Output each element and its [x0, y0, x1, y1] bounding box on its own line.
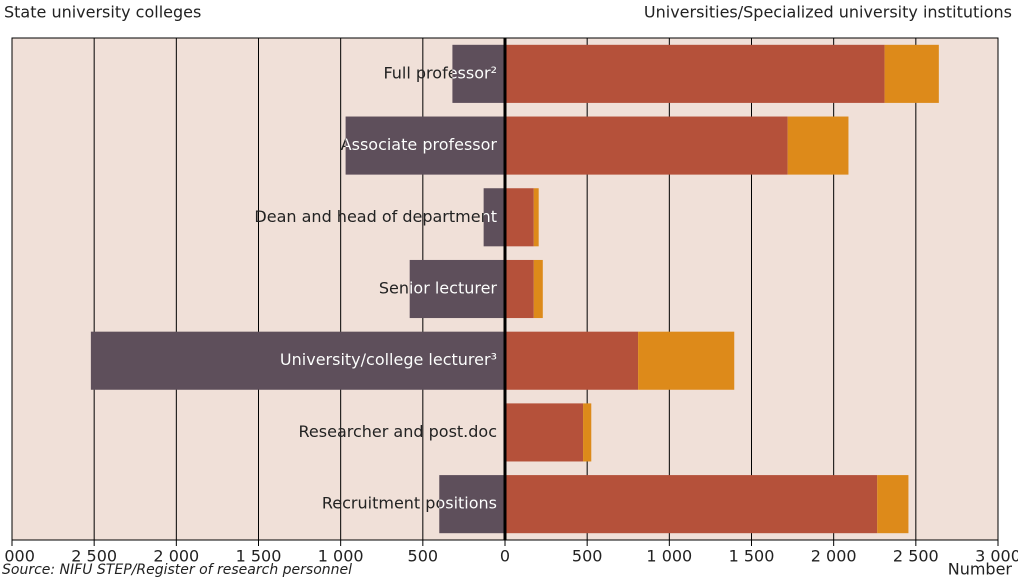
- x-axis-label: Number: [948, 560, 1013, 579]
- category-label-overlay: University/college lecturer³: [280, 350, 497, 369]
- category-label: University/college lecturer³: [280, 350, 497, 369]
- category-label: Associate professor: [341, 135, 498, 154]
- x-tick-label: 0: [500, 547, 510, 566]
- x-tick-label: 1 500: [729, 547, 775, 566]
- source: Source: NIFU STEP/Register of research p…: [2, 562, 352, 578]
- x-tick-label: 3 000: [975, 547, 1018, 566]
- category-label-overlay: Associate professor: [341, 135, 498, 154]
- bar: [505, 403, 584, 462]
- x-tick-label: 500: [408, 547, 439, 566]
- x-tick-label: 2 000: [153, 547, 199, 566]
- category-label: Senior lecturer: [379, 279, 498, 298]
- bar: [452, 44, 505, 103]
- x-tick-label: 2 500: [893, 547, 939, 566]
- bar: [505, 44, 885, 103]
- bar: [787, 116, 849, 175]
- category-label: Dean and head of department: [254, 207, 497, 226]
- category-label-overlay: Full professor²: [383, 63, 497, 82]
- bar: [877, 475, 909, 534]
- x-tick-label: 1 000: [646, 547, 692, 566]
- x-tick-label: 1 500: [236, 547, 282, 566]
- bar: [505, 259, 534, 319]
- category-label-overlay: Senior lecturer: [379, 279, 498, 298]
- bar: [505, 188, 534, 247]
- x-tick-label: 3 000: [0, 547, 35, 566]
- bar: [505, 331, 639, 390]
- bar: [884, 44, 939, 103]
- right-title: Universities/Specialized university inst…: [644, 3, 1012, 22]
- bar: [505, 475, 878, 534]
- bar: [409, 259, 505, 319]
- bar: [90, 331, 505, 390]
- x-tick-label: 500: [572, 547, 603, 566]
- category-label-overlay: Dean and head of department: [254, 207, 497, 226]
- category-label: Researcher and post.doc: [299, 422, 497, 441]
- bar: [583, 403, 592, 462]
- left-title: State university colleges: [4, 3, 201, 22]
- bar: [439, 475, 505, 534]
- category-label-overlay: Recruitment positions: [322, 494, 497, 513]
- bar: [345, 116, 505, 175]
- bar: [638, 331, 735, 390]
- category-label: Recruitment positions: [322, 494, 497, 513]
- x-tick-label: 1 000: [318, 547, 364, 566]
- category-label: Full professor²: [383, 63, 497, 82]
- bar: [505, 116, 788, 175]
- x-tick-label: 2 000: [811, 547, 857, 566]
- bar: [533, 259, 543, 319]
- x-tick-label: 2 500: [71, 547, 117, 566]
- bar: [483, 188, 505, 247]
- bar: [533, 188, 539, 247]
